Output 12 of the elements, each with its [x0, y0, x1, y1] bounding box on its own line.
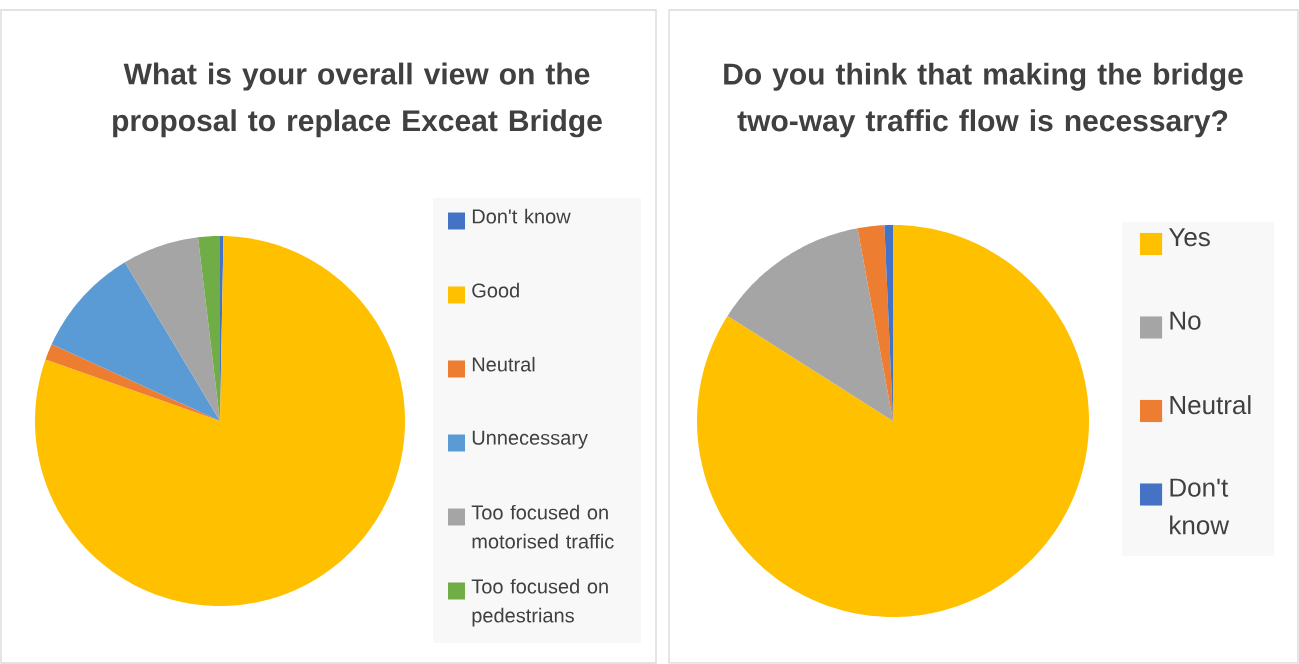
chart-title: What is your overall view on the proposal to replace Exceat Bridge [113, 62, 602, 138]
legend-label: Neutral [472, 356, 535, 372]
legend-label: Yes [1168, 228, 1210, 247]
legend-label: Unnecessary [472, 430, 588, 449]
chart-title: Do you think that making the bridge two-way traffic flow is necessary? [724, 62, 1243, 138]
legend-label: Too focused on motorised traffic [471, 504, 614, 549]
legend-label: Too focused on pedestrians [471, 578, 608, 627]
legend-label: Good [472, 282, 519, 298]
legend-label: Don't know [1170, 478, 1230, 535]
legend-label: Don't know [472, 208, 571, 224]
legend-label: No [1170, 311, 1201, 330]
legend-label: Neutral [1170, 395, 1251, 415]
